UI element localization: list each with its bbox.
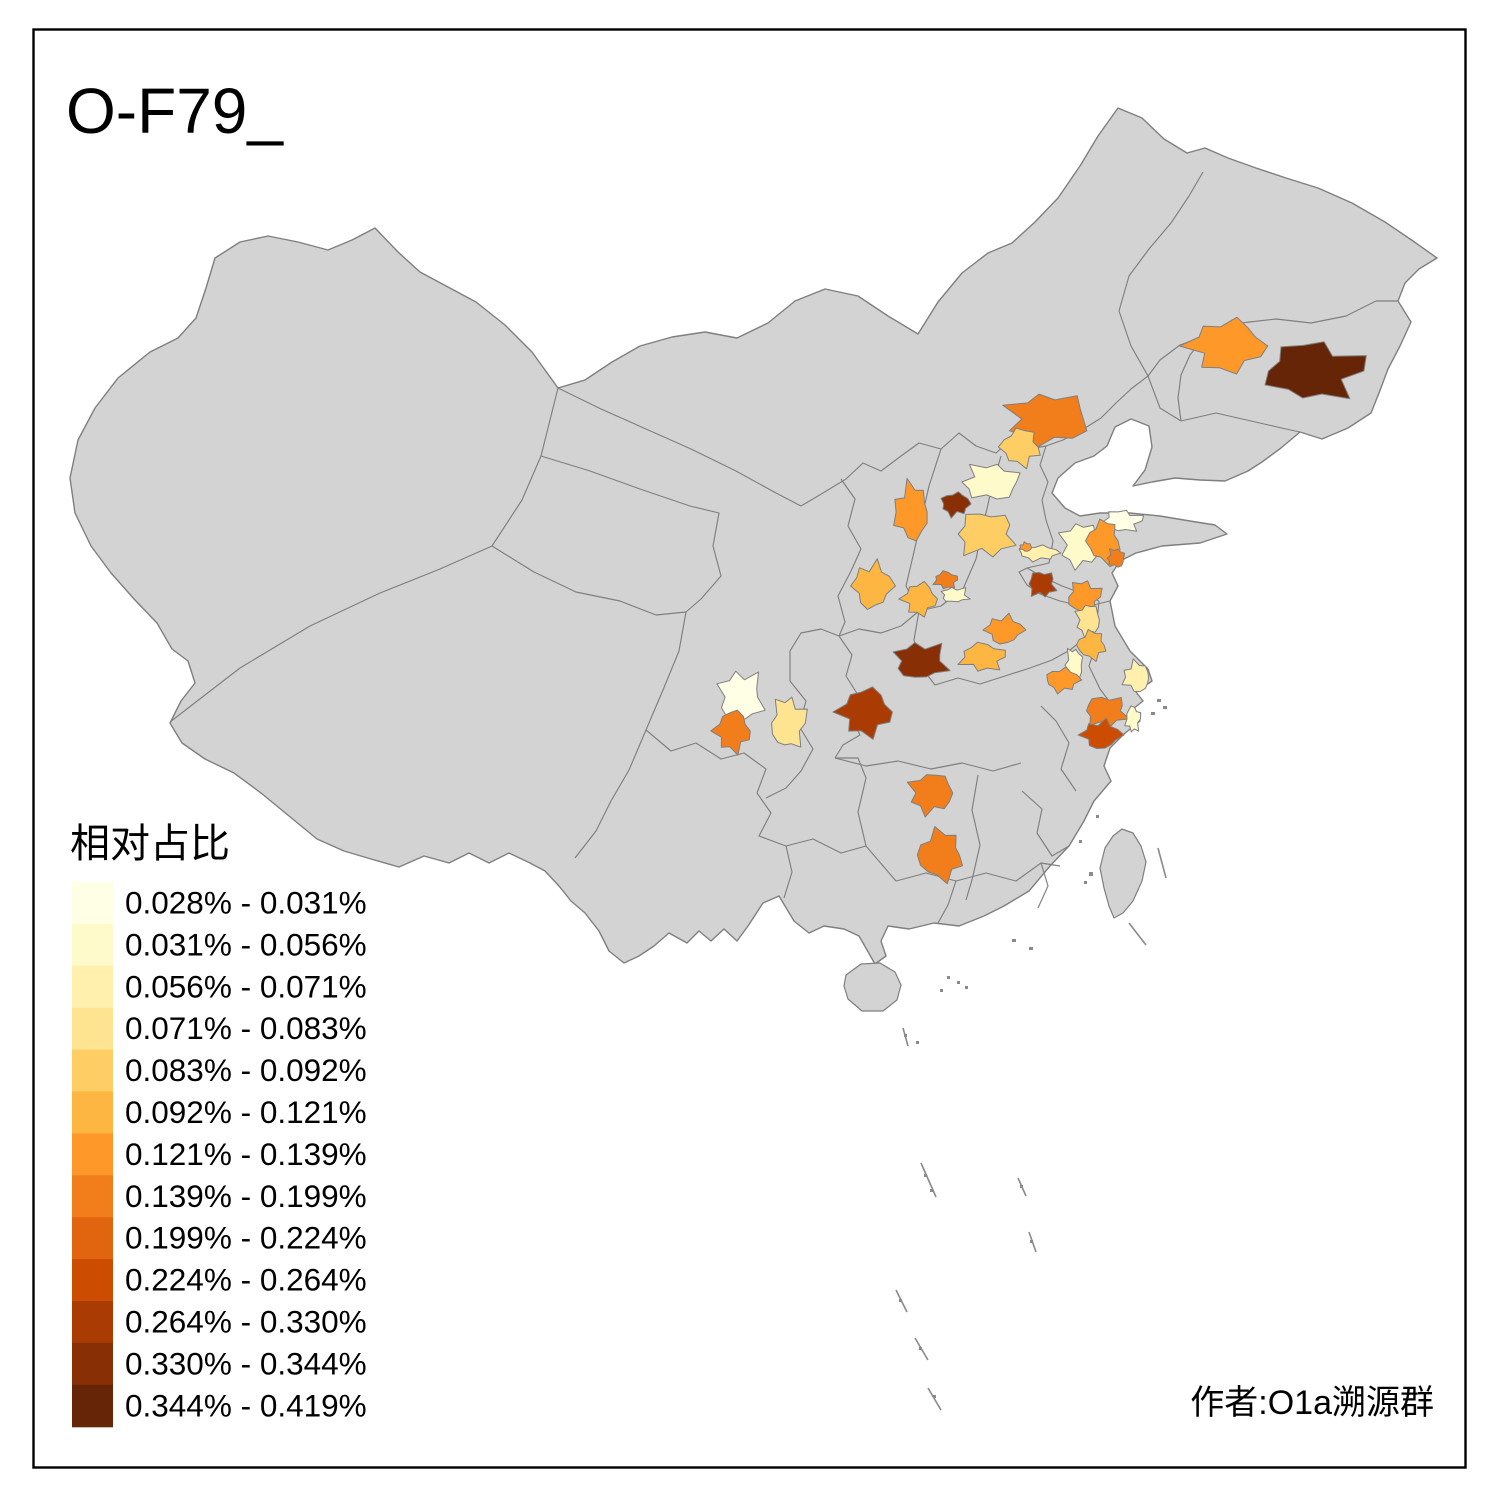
- legend-label: 0.056% - 0.071%: [125, 968, 367, 1004]
- attribution-text: 作者:O1a溯源群: [1190, 1384, 1434, 1422]
- legend-swatch: [72, 1384, 113, 1428]
- figure-frame: [32, 28, 1467, 1469]
- legend-label: 0.199% - 0.224%: [125, 1220, 367, 1256]
- map-region: [957, 513, 1017, 558]
- map-region: [1075, 628, 1107, 662]
- map-region: [893, 477, 928, 542]
- legend-swatch: [72, 1342, 113, 1386]
- legend-label: 0.121% - 0.139%: [125, 1136, 367, 1172]
- mainland-outline: [69, 107, 1438, 965]
- map-region: [716, 670, 766, 722]
- sea-islands-and-dashes: [895, 699, 1167, 1411]
- map-region: [916, 826, 963, 885]
- map-region: [1121, 658, 1150, 693]
- map-region: [710, 709, 751, 756]
- map-region: [982, 612, 1027, 645]
- legend-label: 0.092% - 0.121%: [125, 1094, 367, 1130]
- map-region: [906, 774, 954, 818]
- map-region: [771, 696, 808, 748]
- legend-swatch: [72, 1259, 113, 1302]
- map-region: [1028, 572, 1058, 598]
- map-region: [850, 558, 896, 610]
- map-region: [940, 586, 971, 603]
- legend-label: 0.028% - 0.031%: [125, 885, 367, 921]
- map-region: [1077, 717, 1125, 749]
- legend-swatch: [72, 1049, 113, 1093]
- map-region: [1124, 705, 1142, 733]
- legend-label: 0.224% - 0.264%: [125, 1262, 367, 1298]
- legend-swatch: [72, 923, 113, 967]
- map-region: [1106, 548, 1126, 568]
- legend-swatch: [72, 1217, 113, 1260]
- legend-swatch: [72, 1007, 113, 1051]
- legend-label: 0.071% - 0.083%: [125, 1010, 367, 1046]
- legend: 相对占比 0.028% - 0.031% 0.031% - 0.056% 0.056…: [70, 822, 367, 1428]
- map-region: [1018, 541, 1032, 552]
- figure-title: O-F79_: [66, 75, 284, 147]
- map-region: [892, 642, 951, 678]
- legend-label: 0.344% - 0.419%: [125, 1387, 367, 1423]
- legend-title: 相对占比: [70, 822, 230, 866]
- legend-swatch: [72, 1301, 113, 1344]
- map-region: [957, 641, 1006, 672]
- legend-rows: 0.028% - 0.031% 0.031% - 0.056% 0.056% - 0…: [72, 882, 367, 1428]
- taiwan-island: [1099, 828, 1147, 919]
- map-region: [961, 463, 1021, 500]
- legend-label: 0.330% - 0.344%: [125, 1345, 367, 1381]
- map-region: [940, 491, 972, 519]
- legend-swatch: [72, 965, 113, 1009]
- map-region: [898, 580, 938, 618]
- legend-swatch: [72, 882, 113, 925]
- map-region: [1074, 604, 1100, 640]
- legend-label: 0.264% - 0.330%: [125, 1304, 367, 1340]
- map-region: [1046, 666, 1083, 695]
- legend-swatch: [72, 1091, 113, 1134]
- map-region: [832, 686, 893, 740]
- china-base-map: [69, 107, 1438, 1411]
- map-region: [1179, 316, 1269, 375]
- legend-label: 0.139% - 0.199%: [125, 1178, 367, 1214]
- legend-swatch: [72, 1133, 113, 1176]
- hainan-island: [843, 962, 902, 1012]
- legend-label: 0.083% - 0.092%: [125, 1052, 367, 1088]
- legend-swatch: [72, 1175, 113, 1218]
- map-region: [997, 427, 1041, 470]
- legend-label: 0.031% - 0.056%: [125, 926, 367, 962]
- map-region: [1086, 696, 1130, 727]
- choropleth-regions: [710, 316, 1367, 885]
- map-region: [1264, 341, 1367, 400]
